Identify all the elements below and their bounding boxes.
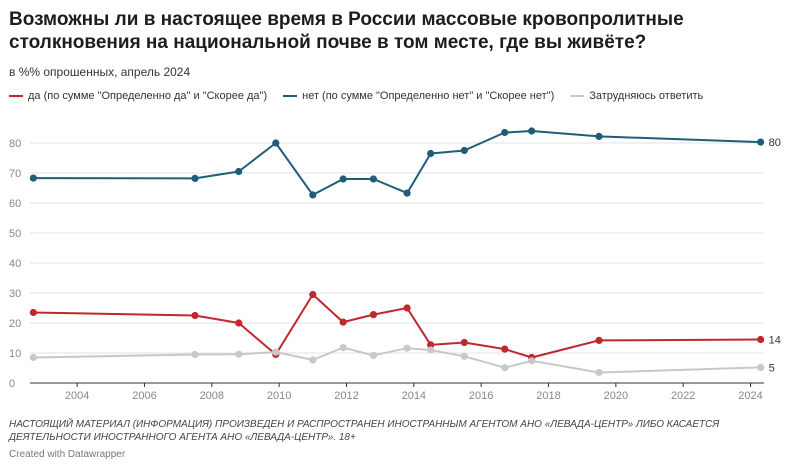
data-point-unsure (403, 344, 411, 352)
y-tick-label: 70 (9, 168, 21, 180)
data-point-no (595, 132, 603, 140)
data-point-yes (191, 311, 199, 320)
x-tick-label: 2022 (671, 390, 695, 402)
data-point-no (191, 174, 199, 182)
data-point-unsure (369, 351, 378, 359)
data-point-no (403, 189, 411, 197)
x-tick-label: 2004 (65, 390, 89, 402)
data-point-no (757, 138, 765, 146)
data-point-no (309, 191, 317, 199)
data-point-yes (595, 336, 603, 344)
x-tick-label: 2012 (334, 390, 358, 402)
data-point-no (427, 149, 435, 158)
x-tick-label: 2020 (604, 390, 628, 402)
y-tick-label: 30 (9, 288, 21, 300)
legend-item-yes: да (по сумме "Определенно да" и "Скорее … (9, 90, 267, 102)
data-point-no (528, 127, 536, 135)
datawrapper-credit: Created with Datawrapper (9, 449, 126, 460)
series-line-no (33, 130, 761, 196)
x-tick-label: 2018 (536, 390, 560, 402)
data-point-unsure (501, 364, 509, 372)
x-tick-label: 2008 (200, 390, 224, 402)
data-point-no (501, 128, 509, 137)
data-point-no (272, 139, 280, 147)
data-point-yes (29, 308, 37, 317)
line-chart: 0 10 20 30 40 50 60 70 80 2004 2006 2008 2010 2012 201… (9, 127, 781, 402)
chart-title: Возможны ли в настоящее время в России м… (9, 9, 684, 53)
end-label-no: 80 (769, 137, 781, 149)
y-tick-label: 50 (9, 228, 21, 240)
legend-swatch-unsure (570, 95, 585, 97)
x-tick-label: 2010 (267, 390, 291, 402)
data-point-yes (403, 304, 411, 312)
legend-label-no: нет (по сумме "Определенно нет" и "Скоре… (302, 90, 555, 102)
x-tick-label: 2014 (402, 390, 426, 402)
legend: да (по сумме "Определенно да" и "Скорее … (9, 90, 703, 102)
data-point-yes (427, 341, 435, 349)
legend-swatch-yes (9, 95, 23, 97)
end-label-unsure: 5 (769, 362, 775, 374)
data-point-unsure (29, 353, 37, 362)
data-point-unsure (595, 368, 603, 377)
legend-swatch-no (283, 95, 298, 97)
legend-item-no: нет (по сумме "Определенно нет" и "Скоре… (283, 90, 554, 102)
data-point-yes (501, 345, 509, 353)
y-tick-label: 10 (9, 348, 21, 360)
legend-item-unsure: Затрудняюсь ответить (570, 90, 703, 102)
data-point-no (29, 174, 37, 182)
data-point-no (369, 175, 378, 183)
y-tick-label: 20 (9, 318, 21, 330)
data-point-yes (235, 319, 243, 327)
data-point-unsure (272, 348, 280, 356)
data-point-unsure (235, 350, 243, 358)
data-point-unsure (309, 356, 317, 364)
data-point-yes (309, 290, 317, 299)
data-point-unsure (460, 352, 468, 360)
foreign-agent-disclaimer: НАСТОЯЩИЙ МАТЕРИАЛ (ИНФОРМАЦИЯ) ПРОИЗВЕД… (9, 419, 720, 443)
data-point-no (339, 175, 347, 183)
data-point-no (235, 167, 243, 176)
series-line-unsure (33, 346, 761, 374)
end-label-yes: 14 (769, 335, 781, 347)
data-point-unsure (191, 350, 199, 359)
data-point-unsure (427, 346, 435, 354)
data-point-no (460, 146, 468, 155)
x-tick-label: 2024 (738, 390, 762, 402)
y-tick-label: 40 (9, 258, 21, 270)
y-tick-label: 60 (9, 198, 21, 210)
chart-subtitle: в %% опрошенных, апрель 2024 (9, 65, 191, 79)
series-line-yes (33, 293, 761, 359)
y-tick-label: 80 (9, 138, 21, 150)
data-point-yes (460, 338, 468, 347)
legend-label-unsure: Затрудняюсь ответить (589, 90, 704, 102)
data-point-unsure (339, 344, 347, 352)
legend-label-yes: да (по сумме "Определенно да" и "Скорее … (28, 90, 268, 102)
y-tick-label: 0 (9, 378, 15, 390)
data-point-unsure (757, 363, 765, 371)
data-point-unsure (528, 357, 536, 365)
data-point-yes (757, 335, 765, 344)
data-point-yes (339, 318, 347, 326)
x-tick-label: 2006 (132, 390, 156, 402)
x-tick-label: 2016 (469, 390, 493, 402)
data-point-yes (369, 311, 378, 319)
